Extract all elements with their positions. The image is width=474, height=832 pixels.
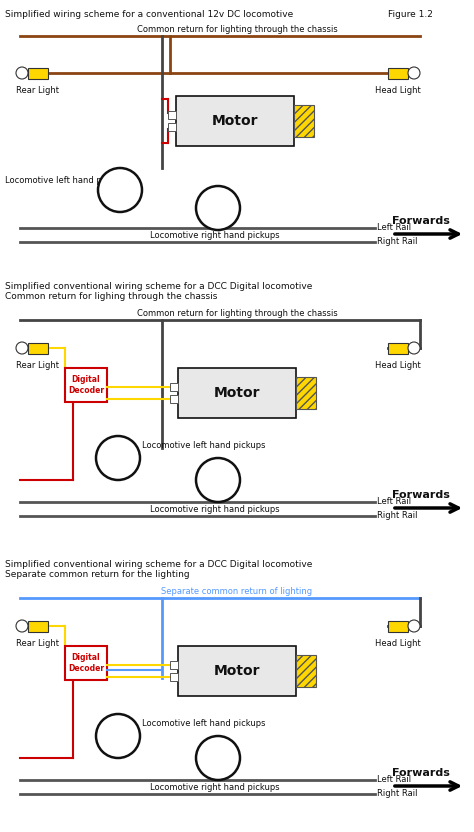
Circle shape	[408, 342, 420, 354]
Text: Right Rail: Right Rail	[377, 790, 418, 799]
Text: Rear Light: Rear Light	[17, 639, 60, 648]
Circle shape	[196, 736, 240, 780]
Circle shape	[16, 67, 28, 79]
Text: Forwards: Forwards	[392, 216, 450, 226]
Text: Head Light: Head Light	[375, 361, 421, 370]
Text: Locomotive left hand pickups: Locomotive left hand pickups	[5, 176, 128, 185]
Circle shape	[16, 342, 28, 354]
Bar	[168, 123, 176, 131]
Text: Left Rail: Left Rail	[377, 775, 411, 785]
Bar	[176, 96, 294, 146]
Text: Common return for lighing through the chassis: Common return for lighing through the ch…	[5, 292, 218, 301]
Bar	[170, 661, 178, 669]
Bar	[170, 383, 178, 391]
Text: Forwards: Forwards	[392, 768, 450, 778]
Circle shape	[96, 436, 140, 480]
Circle shape	[408, 620, 420, 632]
Circle shape	[408, 67, 420, 79]
Text: Digital
Decoder: Digital Decoder	[68, 653, 104, 673]
Circle shape	[196, 458, 240, 502]
Text: Locomotive left hand pickups: Locomotive left hand pickups	[142, 719, 265, 728]
Text: Figure 1.2: Figure 1.2	[388, 10, 433, 19]
Text: Locomotive left hand pickups: Locomotive left hand pickups	[142, 441, 265, 450]
Bar	[388, 343, 408, 354]
Bar	[28, 343, 48, 354]
Bar	[65, 368, 107, 402]
Text: Rear Light: Rear Light	[17, 86, 60, 95]
Bar	[168, 111, 176, 119]
Text: Separate common return for the lighting: Separate common return for the lighting	[5, 570, 190, 579]
Text: Common return for lighting through the chassis: Common return for lighting through the c…	[137, 309, 337, 318]
Bar	[28, 67, 48, 78]
Text: Head Light: Head Light	[375, 86, 421, 95]
Bar	[388, 67, 408, 78]
Text: Separate common return of lighting: Separate common return of lighting	[162, 587, 312, 596]
Bar	[178, 368, 296, 418]
Text: Locomotive right hand pickups: Locomotive right hand pickups	[150, 506, 280, 514]
Text: Locomotive right hand pickups: Locomotive right hand pickups	[150, 231, 280, 240]
Text: Motor: Motor	[214, 664, 260, 678]
Bar	[296, 377, 316, 409]
Text: Motor: Motor	[214, 386, 260, 400]
Text: Simplified wiring scheme for a conventional 12v DC locomotive: Simplified wiring scheme for a conventio…	[5, 10, 293, 19]
Text: Left Rail: Left Rail	[377, 498, 411, 507]
Circle shape	[16, 620, 28, 632]
Text: Digital
Decoder: Digital Decoder	[68, 375, 104, 394]
Bar	[388, 621, 408, 631]
Bar	[294, 105, 314, 137]
Text: Forwards: Forwards	[392, 490, 450, 500]
Text: Motor: Motor	[212, 114, 258, 128]
Bar	[28, 621, 48, 631]
Bar	[170, 395, 178, 403]
Bar	[170, 673, 178, 681]
Text: Head Light: Head Light	[375, 639, 421, 648]
Circle shape	[98, 168, 142, 212]
Text: Rear Light: Rear Light	[17, 361, 60, 370]
Circle shape	[96, 714, 140, 758]
Circle shape	[196, 186, 240, 230]
Text: Simplified conventional wiring scheme for a DCC Digital locomotive: Simplified conventional wiring scheme fo…	[5, 282, 312, 291]
Text: Right Rail: Right Rail	[377, 237, 418, 246]
Bar	[296, 655, 316, 687]
Bar	[178, 646, 296, 696]
Bar	[65, 646, 107, 680]
Text: Locomotive right hand pickups: Locomotive right hand pickups	[150, 784, 280, 793]
Text: Right Rail: Right Rail	[377, 512, 418, 521]
Text: Left Rail: Left Rail	[377, 224, 411, 232]
Text: Common return for lighting through the chassis: Common return for lighting through the c…	[137, 25, 337, 34]
Text: Simplified conventional wiring scheme for a DCC Digital locomotive: Simplified conventional wiring scheme fo…	[5, 560, 312, 569]
